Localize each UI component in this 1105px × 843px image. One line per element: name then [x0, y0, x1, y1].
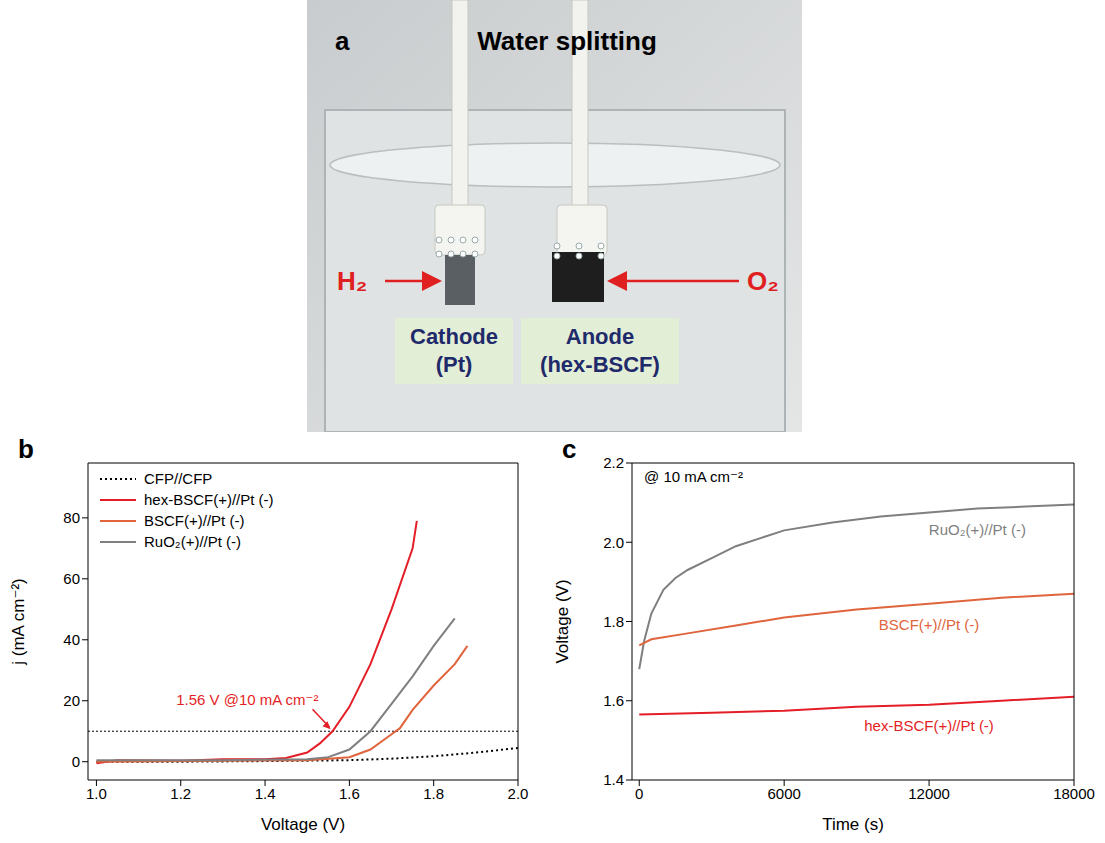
svg-text:Water splitting: Water splitting [477, 26, 657, 56]
svg-text:BSCF(+)//Pt (-): BSCF(+)//Pt (-) [879, 616, 979, 633]
svg-text:1.8: 1.8 [603, 613, 624, 630]
html-text:b: b [18, 434, 34, 464]
svg-text:40: 40 [63, 631, 80, 648]
svg-text:Cathode: Cathode [410, 324, 498, 349]
svg-text:Anode: Anode [566, 324, 634, 349]
svg-text:1.2: 1.2 [170, 785, 191, 802]
svg-text:1.4: 1.4 [255, 785, 276, 802]
svg-text:0: 0 [72, 753, 80, 770]
svg-text:6000: 6000 [767, 785, 800, 802]
svg-text:60: 60 [63, 570, 80, 587]
svg-text:1.4: 1.4 [603, 771, 624, 788]
svg-text:Time (s): Time (s) [822, 815, 884, 834]
svg-text:1.56 V @10 mA cm⁻²: 1.56 V @10 mA cm⁻² [176, 691, 318, 708]
html-text:RuO₂(+)//Pt (-): RuO₂(+)//Pt (-) [144, 533, 242, 550]
svg-text:Voltage (V): Voltage (V) [261, 815, 345, 834]
svg-text:2.2: 2.2 [603, 454, 624, 471]
svg-text:1.6: 1.6 [603, 692, 624, 709]
svg-text:80: 80 [63, 509, 80, 526]
svg-text:(Pt): (Pt) [436, 352, 473, 377]
html-text:BSCF(+)//Pt (-): BSCF(+)//Pt (-) [144, 512, 245, 529]
svg-text:j (mA cm⁻²): j (mA cm⁻²) [9, 578, 28, 665]
svg-text:0: 0 [635, 785, 643, 802]
svg-text:18000: 18000 [1053, 785, 1095, 802]
svg-text:RuO₂(+)//Pt (-): RuO₂(+)//Pt (-) [929, 521, 1026, 538]
svg-text:2.0: 2.0 [508, 785, 529, 802]
svg-text:a: a [335, 26, 350, 56]
svg-text:Voltage (V): Voltage (V) [553, 579, 572, 663]
svg-text:(hex-BSCF): (hex-BSCF) [540, 352, 660, 377]
html-text:hex-BSCF(+)//Pt (-): hex-BSCF(+)//Pt (-) [144, 491, 274, 508]
html-text:CFP//CFP: CFP//CFP [144, 470, 213, 487]
svg-text:hex-BSCF(+)//Pt (-): hex-BSCF(+)//Pt (-) [864, 717, 994, 734]
html-text:@ 10 mA cm⁻²: @ 10 mA cm⁻² [644, 468, 743, 485]
svg-text:12000: 12000 [908, 785, 950, 802]
svg-text:1.0: 1.0 [86, 785, 107, 802]
svg-text:1.8: 1.8 [423, 785, 444, 802]
svg-text:2.0: 2.0 [603, 534, 624, 551]
svg-text:20: 20 [63, 692, 80, 709]
svg-text:H₂: H₂ [337, 266, 367, 296]
html-text:c: c [562, 434, 577, 464]
svg-text:1.6: 1.6 [339, 785, 360, 802]
svg-text:O₂: O₂ [747, 266, 779, 296]
